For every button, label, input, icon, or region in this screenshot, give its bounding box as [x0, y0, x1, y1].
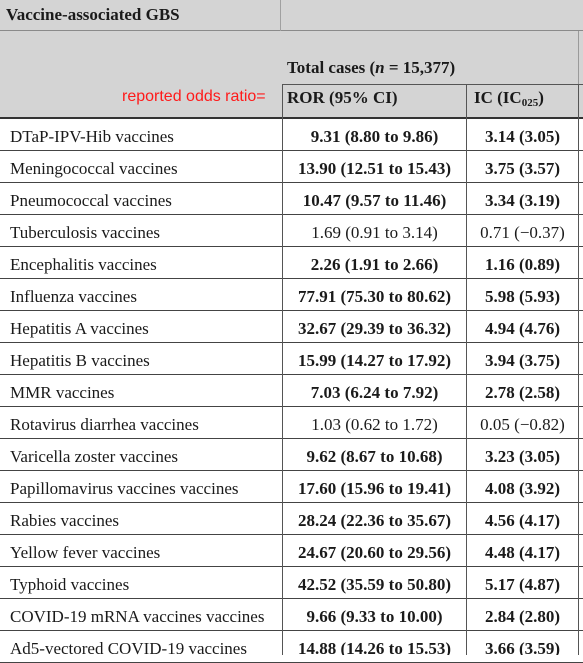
table-row: Influenza vaccines 77.91 (75.30 to 80.62)… — [0, 279, 583, 311]
ror-cell: 9.66 (9.33 to 10.00) — [306, 607, 443, 626]
ror-cell: 15.99 (14.27 to 17.92) — [298, 351, 451, 370]
header-bottom-rule — [0, 117, 583, 119]
ic-cell: 4.94 (4.76) — [484, 319, 561, 338]
vaccine-name-cell: Yellow fever vaccines — [10, 543, 161, 562]
vaccine-name-cell: Hepatitis B vaccines — [10, 351, 150, 370]
ror-cell: 10.47 (9.57 to 11.46) — [302, 191, 447, 210]
table-row: Rotavirus diarrhea vaccines 1.03 (0.62 to… — [0, 407, 583, 439]
table-row: MMR vaccines 7.03 (6.24 to 7.92) 2.78 (2.5… — [0, 375, 583, 407]
ic-cell: 3.94 (3.75) — [484, 351, 561, 370]
vaccine-name-cell: Tuberculosis vaccines — [10, 223, 160, 242]
vaccine-name-cell: Influenza vaccines — [10, 287, 137, 306]
vaccine-name-cell: DTaP-IPV-Hib vaccines — [10, 127, 174, 146]
ic-cell: 0.71 (−0.37) — [480, 223, 565, 242]
table-row: Ad5-vectored COVID-19 vaccines 14.88 (14.… — [0, 631, 583, 663]
ror-cell: 42.52 (35.59 to 50.80) — [298, 575, 451, 594]
total-cases-prefix: Total cases ( — [287, 58, 376, 77]
ic-cell: 3.34 (3.19) — [484, 191, 561, 210]
table-row: Hepatitis B vaccines 15.99 (14.27 to 17.9… — [0, 343, 583, 375]
ror-cell: 1.03 (0.62 to 1.72) — [311, 415, 438, 434]
table-row: Encephalitis vaccines 2.26 (1.91 to 2.66)… — [0, 247, 583, 279]
ic-cell: 2.84 (2.80) — [484, 607, 561, 626]
ror-cell: 13.90 (12.51 to 15.43) — [298, 159, 451, 178]
vaccine-name-cell: MMR vaccines — [10, 383, 115, 402]
column-divider-2 — [466, 84, 467, 661]
table-row: Typhoid vaccines 42.52 (35.59 to 50.80) 5.… — [0, 567, 583, 599]
ror-cell: 7.03 (6.24 to 7.92) — [310, 383, 439, 402]
table-row: COVID-19 mRNA vaccines vaccines 9.66 (9.3… — [0, 599, 583, 631]
next-row-clip — [0, 655, 583, 661]
table-row: Rabies vaccines 28.24 (22.36 to 35.67) 4.5… — [0, 503, 583, 535]
ic-cell: 2.78 (2.58) — [484, 383, 561, 402]
table-row: Varicella zoster vaccines 9.62 (8.67 to 1… — [0, 439, 583, 471]
table-row: Papillomavirus vaccines vaccines 17.60 (1… — [0, 471, 583, 503]
column-divider-1 — [282, 84, 283, 661]
vaccine-name-cell: Pneumococcal vaccines — [10, 191, 172, 210]
ic-header-sub: 025 — [521, 97, 539, 109]
header-sub-rule — [282, 84, 583, 85]
ic-cell: 5.17 (4.87) — [484, 575, 561, 594]
vaccine-name-cell: COVID-19 mRNA vaccines vaccines — [10, 607, 265, 626]
ror-cell: 2.26 (1.91 to 2.66) — [310, 255, 439, 274]
total-cases-n: n — [375, 58, 385, 77]
ror-cell: 17.60 (15.96 to 19.41) — [298, 479, 451, 498]
vaccine-name-cell: Ad5-vectored COVID-19 vaccines — [10, 639, 247, 658]
ic-cell: 3.75 (3.57) — [484, 159, 561, 178]
total-cases-header: Total cases (n = 15,377) — [287, 58, 455, 78]
ic-cell: 4.08 (3.92) — [484, 479, 561, 498]
table-title-bar: Vaccine-associated GBS — [0, 0, 583, 31]
ror-column-header: ROR (95% CI) — [287, 88, 398, 107]
ic-header-close: ) — [538, 88, 544, 107]
vaccine-name-cell: Hepatitis A vaccines — [10, 319, 149, 338]
table-row: Yellow fever vaccines 24.67 (20.60 to 29.… — [0, 535, 583, 567]
table-header — [0, 31, 583, 118]
table-body: DTaP-IPV-Hib vaccines 9.31 (8.80 to 9.86)… — [0, 119, 583, 663]
ic-cell: 4.56 (4.17) — [484, 511, 561, 530]
ror-cell: 9.62 (8.67 to 10.68) — [306, 447, 443, 466]
title-divider — [280, 0, 281, 31]
red-annotation: reported odds ratio= — [122, 88, 266, 105]
ic-cell: 1.16 (0.89) — [484, 255, 561, 274]
clipped-text-remnant — [10, 655, 570, 658]
ic-cell: 3.23 (3.05) — [484, 447, 561, 466]
table-row: Hepatitis A vaccines 32.67 (29.39 to 36.3… — [0, 311, 583, 343]
ic-cell: 0.05 (−0.82) — [480, 415, 565, 434]
column-divider-right-body — [578, 84, 579, 661]
ror-cell: 77.91 (75.30 to 80.62) — [298, 287, 451, 306]
ic-cell: 5.98 (5.93) — [484, 287, 561, 306]
ror-cell: 28.24 (22.36 to 35.67) — [298, 511, 451, 530]
vaccine-name-cell: Rabies vaccines — [10, 511, 120, 530]
ic-cell: 3.14 (3.05) — [484, 127, 561, 146]
ic-cell: 3.66 (3.59) — [484, 639, 561, 658]
ic-cell: 4.48 (4.17) — [484, 543, 561, 562]
table-row: DTaP-IPV-Hib vaccines 9.31 (8.80 to 9.86)… — [0, 119, 583, 151]
vaccine-name-cell: Meningococcal vaccines — [10, 159, 178, 178]
ror-cell: 14.88 (14.26 to 15.53) — [298, 639, 451, 658]
table-row: Tuberculosis vaccines 1.69 (0.91 to 3.14)… — [0, 215, 583, 247]
vaccine-name-cell: Encephalitis vaccines — [10, 255, 157, 274]
table-row: Pneumococcal vaccines 10.47 (9.57 to 11.4… — [0, 183, 583, 215]
table-title: Vaccine-associated GBS — [6, 5, 180, 24]
vaccine-name-cell: Rotavirus diarrhea vaccines — [10, 415, 199, 434]
ic-header-main: IC (IC — [474, 88, 522, 107]
ror-cell: 32.67 (29.39 to 36.32) — [298, 319, 451, 338]
vaccine-name-cell: Typhoid vaccines — [10, 575, 130, 594]
ror-cell: 9.31 (8.80 to 9.86) — [310, 127, 439, 146]
table-row: Meningococcal vaccines 13.90 (12.51 to 15… — [0, 151, 583, 183]
ror-cell: 24.67 (20.60 to 29.56) — [298, 543, 451, 562]
vaccine-name-cell: Varicella zoster vaccines — [10, 447, 179, 466]
vaccine-name-cell: Papillomavirus vaccines vaccines — [10, 479, 239, 498]
ic-column-header: IC (IC025) — [474, 88, 544, 109]
ror-cell: 1.69 (0.91 to 3.14) — [311, 223, 438, 242]
total-cases-suffix: = 15,377) — [384, 58, 456, 77]
